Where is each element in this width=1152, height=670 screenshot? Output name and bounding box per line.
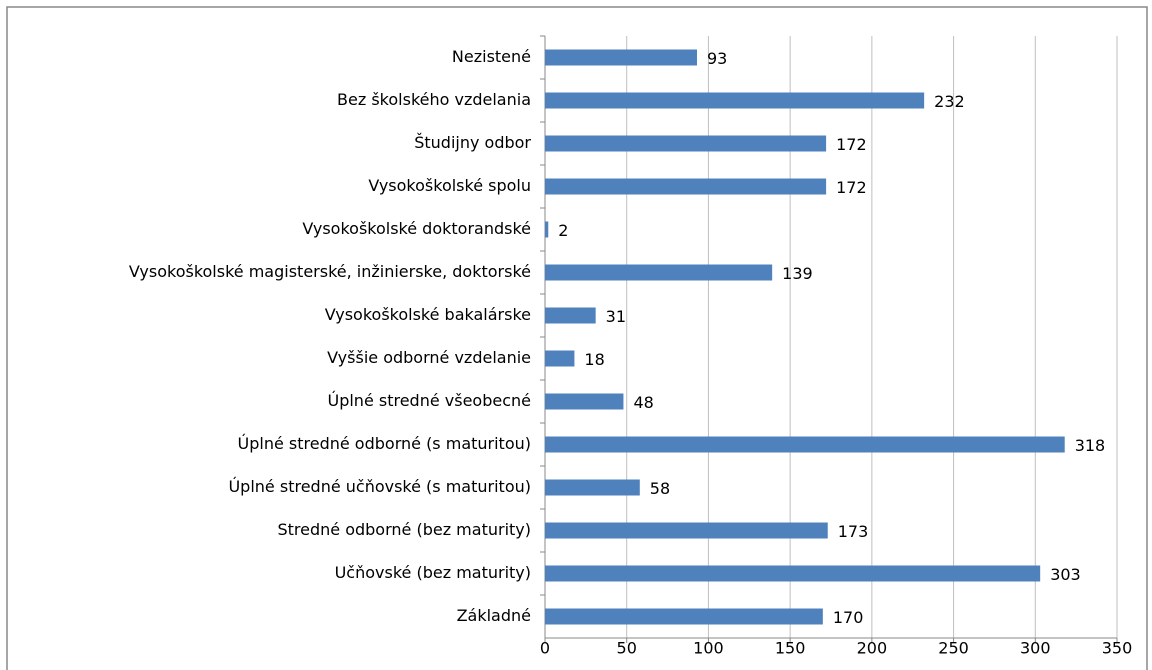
data-label: 48	[633, 393, 653, 412]
x-tick-label: 200	[857, 639, 888, 658]
y-tick-label: Vysokoškolské bakalárske	[325, 305, 531, 324]
y-tick-label: Vysokoškolské spolu	[368, 176, 531, 195]
x-tick-label: 250	[938, 639, 969, 658]
data-label: 173	[838, 522, 869, 541]
data-label: 58	[650, 479, 670, 498]
data-label: 18	[584, 350, 604, 369]
y-tick-label: Úplné stredné odborné (s maturitou)	[238, 434, 531, 453]
y-tick-label: Úplné stredné učňovské (s maturitou)	[228, 477, 531, 496]
y-tick-label: Bez školského vzdelania	[337, 90, 531, 109]
y-tick-label: Vysokoškolské magisterské, inžinierske, …	[129, 262, 531, 281]
y-tick-label: Úplné stredné všeobecné	[327, 391, 531, 410]
data-label: 172	[836, 178, 867, 197]
data-label: 2	[558, 221, 568, 240]
bar	[545, 436, 1065, 453]
bar	[545, 479, 640, 496]
bar	[545, 92, 925, 109]
x-tick-label: 300	[1020, 639, 1051, 658]
bar	[545, 608, 823, 625]
bar	[545, 522, 828, 539]
bar	[545, 565, 1041, 582]
y-tick-label: Vyššie odborné vzdelanie	[327, 348, 531, 367]
y-tick-label: Študijny odbor	[414, 133, 531, 152]
y-tick-label: Základné	[457, 606, 531, 625]
bar	[545, 350, 575, 367]
data-label: 318	[1075, 436, 1106, 455]
y-tick-label: Vysokoškolské doktorandské	[302, 219, 531, 238]
bar	[545, 307, 596, 324]
x-tick-label: 0	[540, 639, 550, 658]
y-tick-label: Stredné odborné (bez maturity)	[277, 520, 531, 539]
y-tick-label: Učňovské (bez maturity)	[335, 563, 531, 582]
data-label: 170	[833, 608, 864, 627]
chart-border	[6, 6, 1148, 670]
data-label: 172	[836, 135, 867, 154]
data-label: 31	[606, 307, 626, 326]
bar	[545, 135, 827, 152]
x-tick-label: 50	[617, 639, 637, 658]
x-tick-label: 350	[1102, 639, 1133, 658]
bar	[545, 49, 697, 66]
data-label: 303	[1050, 565, 1081, 584]
x-tick-label: 150	[775, 639, 806, 658]
bar	[545, 221, 549, 238]
data-label: 93	[707, 49, 727, 68]
y-tick-label: Nezistené	[452, 47, 531, 66]
bar	[545, 393, 624, 410]
bar	[545, 264, 773, 281]
data-label: 232	[934, 92, 965, 111]
x-tick-label: 100	[693, 639, 724, 658]
bar	[545, 178, 827, 195]
data-label: 139	[782, 264, 813, 283]
